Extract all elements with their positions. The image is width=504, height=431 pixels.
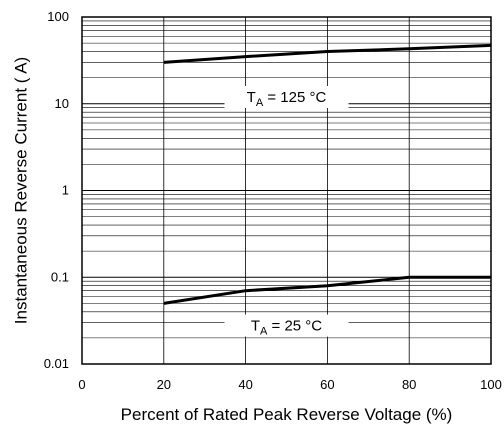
grid bbox=[81, 17, 492, 365]
series-group: TA = 125 °C TA = 25 °C bbox=[163, 43, 492, 338]
y-tick-label: 1 bbox=[62, 183, 69, 198]
x-tick-labels: 0 20 40 60 80 100 bbox=[78, 377, 501, 392]
series-line-1 bbox=[163, 43, 492, 64]
series-line-2 bbox=[163, 275, 491, 305]
series-label-2: TA = 25 °C bbox=[251, 318, 322, 338]
x-axis-title: Percent of Rated Peak Reverse Voltage (%… bbox=[121, 405, 453, 424]
series-label-background bbox=[224, 86, 349, 109]
x-tick-label: 100 bbox=[480, 377, 502, 392]
x-tick-label: 20 bbox=[157, 377, 171, 392]
plot-frame bbox=[81, 16, 492, 365]
y-axis-title: Instantaneous Reverse Current ( A) bbox=[11, 57, 30, 324]
x-tick-label: 0 bbox=[78, 377, 85, 392]
y-tick-label: 10 bbox=[55, 96, 69, 111]
x-tick-label: 40 bbox=[238, 377, 252, 392]
x-tick-label: 60 bbox=[320, 377, 334, 392]
y-tick-label: 100 bbox=[47, 9, 69, 24]
y-tick-labels: 0.01 0.1 1 10 100 bbox=[44, 9, 69, 371]
x-tick-label: 80 bbox=[402, 377, 416, 392]
series-label-1: TA = 125 °C bbox=[247, 89, 327, 109]
y-tick-label: 0.1 bbox=[51, 269, 69, 284]
series-label-background bbox=[224, 314, 349, 337]
y-tick-label: 0.01 bbox=[44, 356, 69, 371]
